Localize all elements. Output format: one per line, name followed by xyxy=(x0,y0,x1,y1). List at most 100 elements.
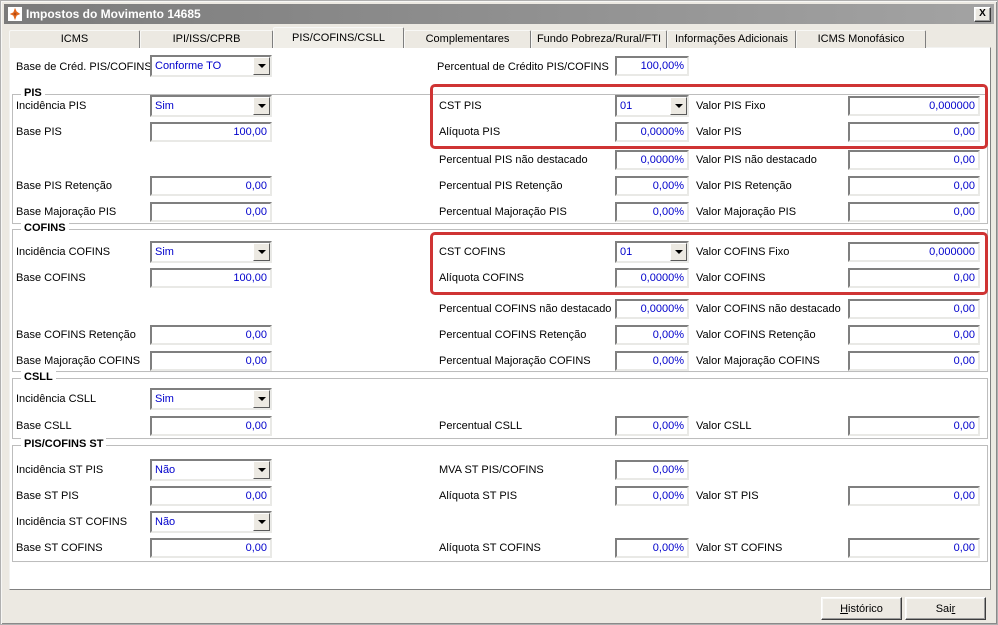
tab-fundo-pobreza[interactable]: Fundo Pobreza/Rural/FTI xyxy=(531,30,667,48)
csll-incidencia-value: Sim xyxy=(155,393,174,405)
cofins-valor-majoracao-input[interactable]: 0,00 xyxy=(848,351,980,371)
pis-aliquota-label: Alíquota PIS xyxy=(439,126,501,138)
st-incidencia-pis-value: Não xyxy=(155,464,176,476)
st-valor-pis-label: Valor ST PIS xyxy=(696,490,759,502)
dropdown-arrow-icon[interactable] xyxy=(253,513,270,531)
csll-valor-input[interactable]: 0,00 xyxy=(848,416,980,436)
pis-base-majoracao-label: Base Majoração PIS xyxy=(16,206,117,218)
pis-perc-majoracao-input[interactable]: 0,00% xyxy=(615,202,689,222)
app-icon xyxy=(7,7,22,22)
tab-icms[interactable]: ICMS xyxy=(9,30,140,48)
cofins-perc-majoracao-input[interactable]: 0,00% xyxy=(615,351,689,371)
cofins-base-input[interactable]: 100,00 xyxy=(150,268,272,288)
window-title: Impostos do Movimento 14685 xyxy=(26,7,201,21)
cofins-valor-fixo-input[interactable]: 0,000000 xyxy=(848,242,980,262)
dropdown-arrow-icon[interactable] xyxy=(670,97,687,115)
st-aliquota-cofins-input[interactable]: 0,00% xyxy=(615,538,689,558)
cofins-valor-retencao-label: Valor COFINS Retenção xyxy=(696,329,816,341)
st-base-pis-input[interactable]: 0,00 xyxy=(150,486,272,506)
sair-button[interactable]: Sai r xyxy=(905,597,986,620)
pis-valor-nao-destacado-label: Valor PIS não destacado xyxy=(696,154,817,166)
cofins-incidencia-value: Sim xyxy=(155,246,174,258)
cofins-aliquota-input[interactable]: 0,0000% xyxy=(615,268,689,288)
cofins-incidencia-select[interactable]: Sim xyxy=(150,241,272,263)
pis-base-retencao-input[interactable]: 0,00 xyxy=(150,176,272,196)
pis-cst-label: CST PIS xyxy=(439,100,482,112)
pis-cst-value: 01 xyxy=(620,100,633,112)
pis-valor-majoracao-input[interactable]: 0,00 xyxy=(848,202,980,222)
csll-base-label: Base CSLL xyxy=(16,420,72,432)
pis-incidencia-label: Incidência PIS xyxy=(16,100,87,112)
cofins-cst-select[interactable]: 01 xyxy=(615,241,689,263)
st-valor-cofins-input[interactable]: 0,00 xyxy=(848,538,980,558)
cofins-perc-nao-destacado-input[interactable]: 0,0000% xyxy=(615,299,689,319)
csll-base-input[interactable]: 0,00 xyxy=(150,416,272,436)
tab-bar: ICMS IPI/ISS/CPRB PIS/COFINS/CSLL Comple… xyxy=(9,27,926,48)
cofins-base-majoracao-label: Base Majoração COFINS xyxy=(16,355,141,367)
pis-perc-nao-destacado-label: Percentual PIS não destacado xyxy=(439,154,588,166)
cofins-base-majoracao-input[interactable]: 0,00 xyxy=(150,351,272,371)
st-incidencia-pis-label: Incidência ST PIS xyxy=(16,464,104,476)
pis-valor-nao-destacado-input[interactable]: 0,00 xyxy=(848,150,980,170)
cofins-valor-retencao-input[interactable]: 0,00 xyxy=(848,325,980,345)
base-cred-select[interactable]: Conforme TO xyxy=(150,55,272,77)
st-aliquota-pis-input[interactable]: 0,00% xyxy=(615,486,689,506)
tab-ipi-iss-cprb[interactable]: IPI/ISS/CPRB xyxy=(140,30,273,48)
tab-page-pis-cofins-csll: Base de Créd. PIS/COFINS Conforme TO Per… xyxy=(9,47,991,590)
cofins-valor-label: Valor COFINS xyxy=(696,272,766,284)
st-incidencia-cofins-select[interactable]: Não xyxy=(150,511,272,533)
pis-base-retencao-label: Base PIS Retenção xyxy=(16,180,113,192)
pis-base-majoracao-input[interactable]: 0,00 xyxy=(150,202,272,222)
cofins-perc-retencao-input[interactable]: 0,00% xyxy=(615,325,689,345)
pis-base-label: Base PIS xyxy=(16,126,62,138)
pis-incidencia-select[interactable]: Sim xyxy=(150,95,272,117)
historico-accel: H xyxy=(840,602,849,615)
cofins-valor-input[interactable]: 0,00 xyxy=(848,268,980,288)
dropdown-arrow-icon[interactable] xyxy=(253,243,270,261)
base-cred-label: Base de Créd. PIS/COFINS xyxy=(16,61,152,73)
dropdown-arrow-icon[interactable] xyxy=(253,57,270,75)
dropdown-arrow-icon[interactable] xyxy=(253,390,270,408)
tab-pis-cofins-csll[interactable]: PIS/COFINS/CSLL xyxy=(273,27,404,48)
dropdown-arrow-icon[interactable] xyxy=(253,461,270,479)
perc-cred-input[interactable]: 100,00% xyxy=(615,56,689,76)
st-incidencia-pis-select[interactable]: Não xyxy=(150,459,272,481)
st-valor-cofins-label: Valor ST COFINS xyxy=(696,542,783,554)
st-base-cofins-input[interactable]: 0,00 xyxy=(150,538,272,558)
pis-cst-select[interactable]: 01 xyxy=(615,95,689,117)
pis-valor-fixo-input[interactable]: 0,000000 xyxy=(848,96,980,116)
group-csll: CSLL xyxy=(12,371,988,439)
csll-incidencia-label: Incidência CSLL xyxy=(16,393,97,405)
tab-complementares[interactable]: Complementares xyxy=(404,30,531,48)
dropdown-arrow-icon[interactable] xyxy=(670,243,687,261)
pis-valor-retencao-input[interactable]: 0,00 xyxy=(848,176,980,196)
pis-base-input[interactable]: 100,00 xyxy=(150,122,272,142)
close-button[interactable]: X xyxy=(974,6,991,22)
pis-perc-nao-destacado-input[interactable]: 0,0000% xyxy=(615,150,689,170)
historico-label: istórico xyxy=(848,602,883,615)
titlebar[interactable]: Impostos do Movimento 14685 X xyxy=(4,4,994,24)
pis-aliquota-input[interactable]: 0,0000% xyxy=(615,122,689,142)
st-valor-pis-input[interactable]: 0,00 xyxy=(848,486,980,506)
pis-incidencia-value: Sim xyxy=(155,100,174,112)
dropdown-arrow-icon[interactable] xyxy=(253,97,270,115)
cofins-valor-fixo-label: Valor COFINS Fixo xyxy=(696,246,790,258)
cofins-base-label: Base COFINS xyxy=(16,272,86,284)
close-icon: X xyxy=(979,8,986,19)
base-cred-value: Conforme TO xyxy=(155,60,222,72)
cofins-valor-nao-destacado-label: Valor COFINS não destacado xyxy=(696,303,841,315)
csll-percentual-input[interactable]: 0,00% xyxy=(615,416,689,436)
st-base-pis-label: Base ST PIS xyxy=(16,490,79,502)
cofins-base-retencao-label: Base COFINS Retenção xyxy=(16,329,136,341)
cofins-base-retencao-input[interactable]: 0,00 xyxy=(150,325,272,345)
st-mva-label: MVA ST PIS/COFINS xyxy=(439,464,544,476)
csll-incidencia-select[interactable]: Sim xyxy=(150,388,272,410)
st-mva-input[interactable]: 0,00% xyxy=(615,460,689,480)
cofins-valor-nao-destacado-input[interactable]: 0,00 xyxy=(848,299,980,319)
tab-icms-monofasico[interactable]: ICMS Monofásico xyxy=(796,30,926,48)
pis-perc-retencao-input[interactable]: 0,00% xyxy=(615,176,689,196)
pis-valor-input[interactable]: 0,00 xyxy=(848,122,980,142)
tab-informacoes-adicionais[interactable]: Informações Adicionais xyxy=(667,30,796,48)
group-cofins: COFINS xyxy=(12,222,988,372)
